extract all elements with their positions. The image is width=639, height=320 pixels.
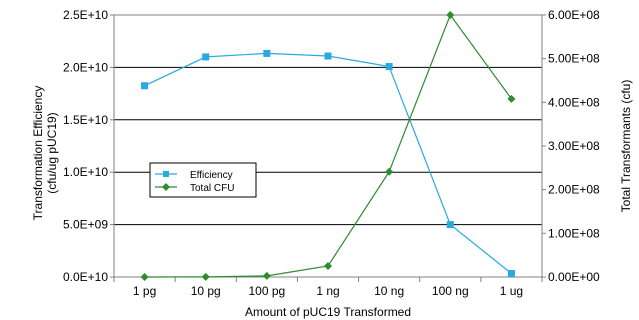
efficiency-point xyxy=(446,221,454,229)
y-left-tick-label: 5.0E+09 xyxy=(63,218,108,232)
legend: Efficiency Total CFU xyxy=(149,162,257,198)
legend-total-cfu-marker xyxy=(162,183,170,191)
y-right-tick-label: 5.00E+08 xyxy=(548,52,600,66)
series-layer xyxy=(140,11,516,281)
legend-total-cfu-label: Total CFU xyxy=(190,183,234,194)
y-right-tick-label: 0.00E+00 xyxy=(548,270,600,284)
x-tick-label: 1 ng xyxy=(316,284,339,298)
y-right-tick-label: 6.00E+08 xyxy=(548,8,600,22)
y-right-tick-label: 3.00E+08 xyxy=(548,139,600,153)
y-left-tick-label: 2.5E+10 xyxy=(63,8,108,22)
y-right-tick-label: 4.00E+08 xyxy=(548,95,600,109)
total-cfu-point xyxy=(507,94,516,103)
efficiency-point xyxy=(263,49,271,57)
total-cfu-point xyxy=(140,272,149,281)
efficiency-point xyxy=(507,270,515,278)
legend-box xyxy=(149,162,257,198)
efficiency-point xyxy=(385,63,393,71)
total-cfu-point xyxy=(262,271,271,280)
efficiency-point xyxy=(202,53,210,61)
y-right-tick-label: 1.00E+08 xyxy=(548,226,600,240)
total-cfu-point xyxy=(201,272,210,281)
axis-ticks: 0.0E+10 5.0E+09 1.0E+10 1.5E+10 2.0E+10 2.5E+… xyxy=(63,8,600,298)
legend-efficiency-marker xyxy=(163,171,169,177)
total-cfu-point xyxy=(324,261,332,270)
total-cfu-point xyxy=(446,11,455,19)
y-axis-left-title-line1: Transformation Efficiency xyxy=(31,86,45,221)
y-right-tick-label: 2.00E+08 xyxy=(548,183,600,197)
x-tick-label: 1 pg xyxy=(133,284,156,298)
x-axis-title: Amount of pUC19 Transformed xyxy=(245,305,411,319)
y-axis-right-title: Total Transformants (cfu) xyxy=(619,80,633,213)
legend-efficiency-label: Efficiency xyxy=(190,170,233,181)
y-left-tick-label: 1.0E+10 xyxy=(63,165,108,179)
total-cfu-point xyxy=(385,167,394,176)
y-left-tick-label: 1.5E+10 xyxy=(63,113,108,127)
x-tick-label: 1 ug xyxy=(500,284,523,298)
y-left-tick-label: 2.0E+10 xyxy=(63,60,108,74)
x-tick-label: 100 ng xyxy=(432,284,469,298)
x-tick-label: 10 ng xyxy=(374,284,404,298)
y-left-tick-label: 0.0E+10 xyxy=(63,270,108,284)
x-tick-label: 100 pg xyxy=(249,284,286,298)
y-axis-left-title-line2: (cfu/ug pUC19) xyxy=(45,112,59,193)
efficiency-point xyxy=(141,82,149,90)
efficiency-point xyxy=(324,52,332,60)
x-tick-label: 10 pg xyxy=(191,284,221,298)
